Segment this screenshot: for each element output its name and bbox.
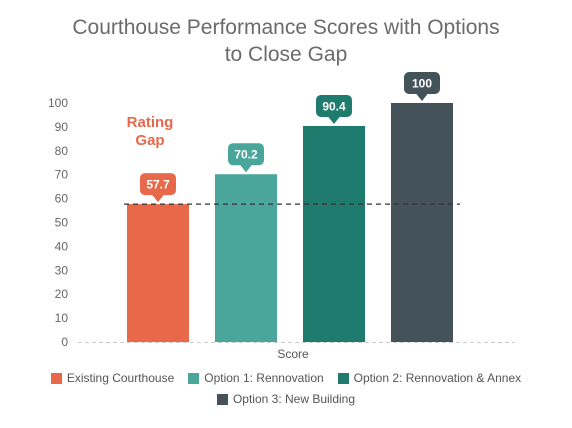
legend-label-option-1: Option 1: Rennovation: [204, 371, 324, 385]
value-callout-1: [140, 173, 176, 196]
bar-3[interactable]: [303, 125, 365, 342]
rating-gap-label-2: Gap: [135, 132, 164, 149]
legend-item-existing[interactable]: Existing Courthouse: [50, 371, 175, 385]
value-callout-3: [316, 94, 352, 117]
legend-item-option-3[interactable]: Option 3: New Building: [216, 392, 356, 406]
y-tick-label-40: 40: [55, 239, 69, 253]
y-tick-label-0: 0: [61, 335, 68, 349]
legend: Existing Courthouse Option 1: Rennovatio…: [0, 371, 572, 413]
value-callout-pointer-2: [240, 164, 252, 173]
value-label-4: 100: [412, 77, 432, 91]
y-tick-label-90: 90: [55, 120, 69, 134]
legend-swatch-option-1: [188, 372, 200, 384]
value-callout-2: [228, 143, 264, 166]
legend-item-option-1[interactable]: Option 1: Rennovation: [188, 371, 324, 385]
value-callout-4: [404, 72, 440, 94]
y-tick-label-60: 60: [55, 192, 69, 206]
x-axis-label: Score: [277, 347, 309, 361]
y-tick-label-10: 10: [55, 311, 69, 325]
legend-label-option-3: Option 3: New Building: [232, 392, 356, 406]
value-callout-pointer-3: [328, 116, 340, 124]
bar-4[interactable]: [391, 103, 453, 342]
legend-row-2: Option 3: New Building: [0, 392, 572, 406]
y-tick-label-80: 80: [55, 144, 69, 158]
legend-label-existing: Existing Courthouse: [66, 371, 175, 385]
value-label-2: 70.2: [234, 148, 258, 162]
rating-gap-label-1: Rating: [127, 114, 174, 131]
y-tick-label-50: 50: [55, 216, 69, 230]
value-callout-pointer-1: [152, 194, 164, 203]
chart-title-line-1: Courthouse Performance Scores with Optio…: [72, 16, 500, 39]
y-tick-label-100: 100: [48, 96, 68, 110]
chart-title: Courthouse Performance Scores with Optio…: [0, 14, 572, 68]
value-label-1: 57.7: [146, 178, 170, 192]
legend-swatch-option-3: [216, 393, 228, 405]
chart-title-line-2: to Close Gap: [224, 43, 348, 66]
legend-row-1: Existing Courthouse Option 1: Rennovatio…: [0, 371, 572, 385]
legend-swatch-existing: [50, 372, 62, 384]
legend-swatch-option-2: [337, 372, 349, 384]
legend-label-option-2: Option 2: Rennovation & Annex: [353, 371, 522, 385]
bar-2[interactable]: [215, 174, 277, 342]
y-tick-label-70: 70: [55, 168, 69, 182]
bar-1[interactable]: [127, 204, 189, 342]
legend-item-option-2[interactable]: Option 2: Rennovation & Annex: [337, 371, 522, 385]
value-callout-pointer-4: [416, 93, 428, 101]
y-tick-label-20: 20: [55, 287, 69, 301]
value-label-3: 90.4: [322, 99, 346, 113]
y-tick-label-30: 30: [55, 263, 69, 277]
